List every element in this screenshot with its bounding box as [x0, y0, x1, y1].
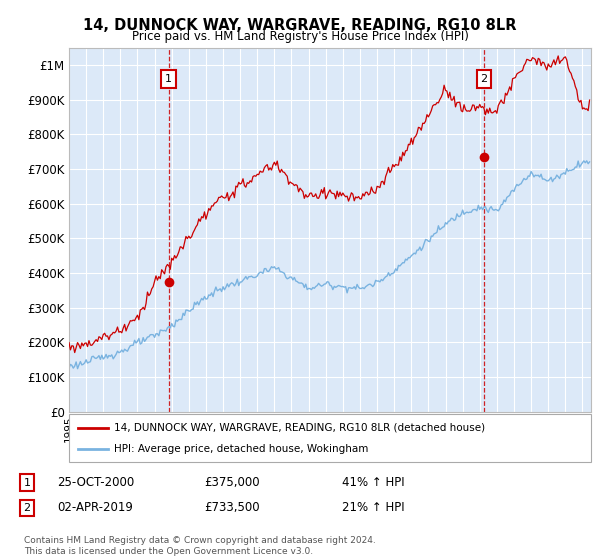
Text: 2: 2 — [481, 74, 488, 84]
Text: 1: 1 — [165, 74, 172, 84]
Text: 14, DUNNOCK WAY, WARGRAVE, READING, RG10 8LR (detached house): 14, DUNNOCK WAY, WARGRAVE, READING, RG10… — [114, 423, 485, 433]
Text: 1: 1 — [23, 478, 31, 488]
Text: Contains HM Land Registry data © Crown copyright and database right 2024.
This d: Contains HM Land Registry data © Crown c… — [24, 536, 376, 556]
Text: £375,000: £375,000 — [204, 476, 260, 489]
Text: 14, DUNNOCK WAY, WARGRAVE, READING, RG10 8LR: 14, DUNNOCK WAY, WARGRAVE, READING, RG10… — [83, 18, 517, 33]
Text: HPI: Average price, detached house, Wokingham: HPI: Average price, detached house, Woki… — [114, 444, 368, 454]
Text: 41% ↑ HPI: 41% ↑ HPI — [342, 476, 404, 489]
Text: 2: 2 — [23, 503, 31, 513]
Text: £733,500: £733,500 — [204, 501, 260, 515]
Text: 25-OCT-2000: 25-OCT-2000 — [57, 476, 134, 489]
Text: 21% ↑ HPI: 21% ↑ HPI — [342, 501, 404, 515]
Text: Price paid vs. HM Land Registry's House Price Index (HPI): Price paid vs. HM Land Registry's House … — [131, 30, 469, 43]
Text: 02-APR-2019: 02-APR-2019 — [57, 501, 133, 515]
